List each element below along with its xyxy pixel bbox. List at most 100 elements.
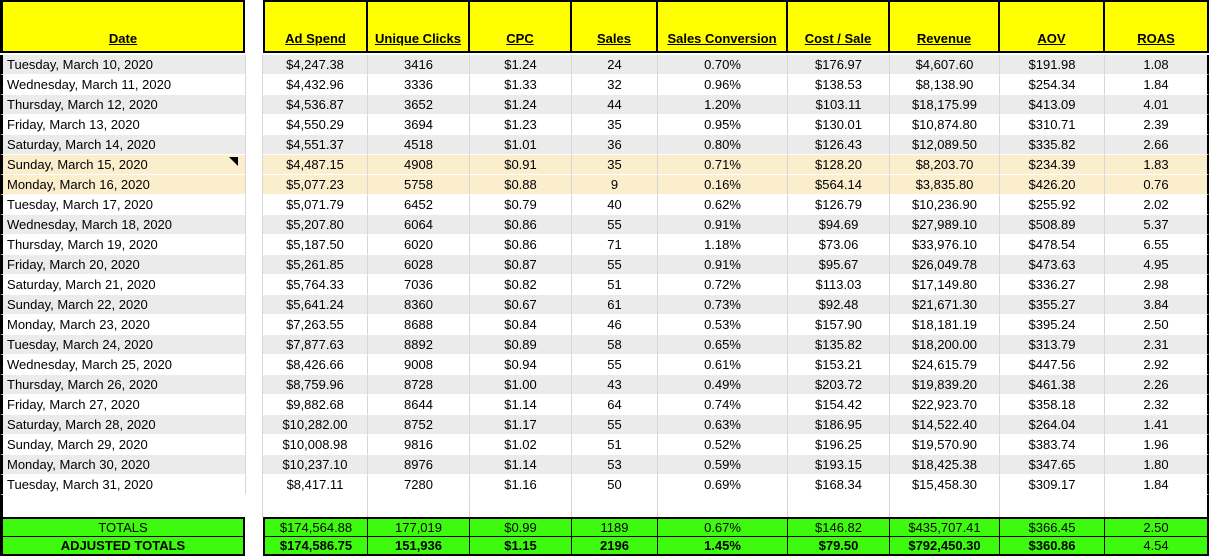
aov-cell[interactable]: $335.82 bbox=[1000, 135, 1105, 155]
aov-cell[interactable]: $447.56 bbox=[1000, 355, 1105, 375]
sales-cell[interactable]: 64 bbox=[572, 395, 658, 415]
ad_spend-cell[interactable]: $5,261.85 bbox=[263, 255, 368, 275]
roas-cell[interactable]: 2.66 bbox=[1105, 135, 1209, 155]
date-cell[interactable]: Saturday, March 21, 2020 bbox=[0, 275, 245, 295]
cost_per_sale-cell[interactable]: $135.82 bbox=[788, 335, 890, 355]
unique_clicks-cell[interactable]: 8644 bbox=[368, 395, 470, 415]
cpc-cell[interactable]: $1.23 bbox=[470, 115, 572, 135]
cpc-cell[interactable]: $0.87 bbox=[470, 255, 572, 275]
ad_spend-cell[interactable]: $10,008.98 bbox=[263, 435, 368, 455]
ad_spend-cell[interactable]: $5,641.24 bbox=[263, 295, 368, 315]
cost_per_sale-cell[interactable]: $73.06 bbox=[788, 235, 890, 255]
date-cell[interactable]: Tuesday, March 17, 2020 bbox=[0, 195, 245, 215]
unique_clicks-cell[interactable]: 3694 bbox=[368, 115, 470, 135]
aov-cell[interactable]: $478.54 bbox=[1000, 235, 1105, 255]
sales_conversion-cell[interactable]: 0.16% bbox=[658, 175, 788, 195]
sales_conversion-cell[interactable]: 0.59% bbox=[658, 455, 788, 475]
ad_spend-cell[interactable]: $4,432.96 bbox=[263, 75, 368, 95]
unique_clicks-cell[interactable]: 4518 bbox=[368, 135, 470, 155]
date-cell[interactable]: Tuesday, March 10, 2020 bbox=[0, 55, 245, 75]
cost_per_sale-cell[interactable]: $186.95 bbox=[788, 415, 890, 435]
ad_spend-cell[interactable]: $8,417.11 bbox=[263, 475, 368, 495]
column-header-date[interactable]: Date bbox=[0, 0, 245, 53]
date-cell[interactable]: Thursday, March 26, 2020 bbox=[0, 375, 245, 395]
column-header-sales_conversion[interactable]: Sales Conversion bbox=[658, 0, 788, 53]
roas-cell[interactable]: 1.41 bbox=[1105, 415, 1209, 435]
unique_clicks-cell[interactable]: 6020 bbox=[368, 235, 470, 255]
date-cell[interactable]: Saturday, March 14, 2020 bbox=[0, 135, 245, 155]
date-cell[interactable]: Saturday, March 28, 2020 bbox=[0, 415, 245, 435]
date-cell[interactable]: Friday, March 20, 2020 bbox=[0, 255, 245, 275]
aov-cell[interactable]: $336.27 bbox=[1000, 275, 1105, 295]
revenue-cell[interactable]: $10,236.90 bbox=[890, 195, 1000, 215]
unique_clicks-cell[interactable]: 3416 bbox=[368, 55, 470, 75]
date-cell[interactable]: Monday, March 30, 2020 bbox=[0, 455, 245, 475]
cpc-cell[interactable]: $0.89 bbox=[470, 335, 572, 355]
cpc-cell[interactable]: $0.86 bbox=[470, 235, 572, 255]
date-cell[interactable]: Thursday, March 19, 2020 bbox=[0, 235, 245, 255]
ad_spend-total-cell[interactable]: $174,564.88 bbox=[263, 517, 368, 537]
revenue-cell[interactable]: $10,874.80 bbox=[890, 115, 1000, 135]
unique_clicks-cell[interactable]: 8976 bbox=[368, 455, 470, 475]
column-header-ad_spend[interactable]: Ad Spend bbox=[263, 0, 368, 53]
roas-total-cell[interactable]: 2.50 bbox=[1105, 517, 1209, 537]
aov-cell[interactable]: $234.39 bbox=[1000, 155, 1105, 175]
ad_spend-cell[interactable]: $5,764.33 bbox=[263, 275, 368, 295]
cpc-cell[interactable]: $1.14 bbox=[470, 455, 572, 475]
cost_per_sale-cell[interactable]: $157.90 bbox=[788, 315, 890, 335]
cost_per_sale-total-cell[interactable]: $146.82 bbox=[788, 517, 890, 537]
aov-cell[interactable]: $309.17 bbox=[1000, 475, 1105, 495]
ad_spend-cell[interactable]: $4,551.37 bbox=[263, 135, 368, 155]
sales-cell[interactable]: 40 bbox=[572, 195, 658, 215]
revenue-cell[interactable]: $18,181.19 bbox=[890, 315, 1000, 335]
unique_clicks-cell[interactable]: 6028 bbox=[368, 255, 470, 275]
revenue-cell[interactable]: $8,138.90 bbox=[890, 75, 1000, 95]
sales_conversion-total-cell[interactable]: 0.67% bbox=[658, 517, 788, 537]
sales_conversion-total-cell[interactable]: 1.45% bbox=[658, 537, 788, 556]
sales-cell[interactable]: 61 bbox=[572, 295, 658, 315]
column-header-cpc[interactable]: CPC bbox=[470, 0, 572, 53]
sales_conversion-cell[interactable]: 0.53% bbox=[658, 315, 788, 335]
aov-cell[interactable]: $426.20 bbox=[1000, 175, 1105, 195]
unique_clicks-cell[interactable]: 7036 bbox=[368, 275, 470, 295]
sales-cell[interactable]: 24 bbox=[572, 55, 658, 75]
roas-cell[interactable]: 0.76 bbox=[1105, 175, 1209, 195]
sales-cell[interactable]: 46 bbox=[572, 315, 658, 335]
ad_spend-cell[interactable]: $10,237.10 bbox=[263, 455, 368, 475]
roas-cell[interactable]: 2.50 bbox=[1105, 315, 1209, 335]
sales_conversion-cell[interactable]: 1.18% bbox=[658, 235, 788, 255]
aov-cell[interactable]: $313.79 bbox=[1000, 335, 1105, 355]
sales-total-cell[interactable]: 1189 bbox=[572, 517, 658, 537]
cost_per_sale-cell[interactable]: $128.20 bbox=[788, 155, 890, 175]
revenue-cell[interactable]: $19,570.90 bbox=[890, 435, 1000, 455]
date-cell[interactable]: Wednesday, March 18, 2020 bbox=[0, 215, 245, 235]
revenue-cell[interactable]: $15,458.30 bbox=[890, 475, 1000, 495]
date-cell[interactable]: Wednesday, March 25, 2020 bbox=[0, 355, 245, 375]
roas-cell[interactable]: 4.95 bbox=[1105, 255, 1209, 275]
sales_conversion-cell[interactable]: 0.63% bbox=[658, 415, 788, 435]
adjusted-totals-label[interactable]: ADJUSTED TOTALS bbox=[0, 537, 245, 556]
cost_per_sale-cell[interactable]: $203.72 bbox=[788, 375, 890, 395]
sales_conversion-cell[interactable]: 0.80% bbox=[658, 135, 788, 155]
roas-cell[interactable]: 2.39 bbox=[1105, 115, 1209, 135]
cost_per_sale-cell[interactable]: $95.67 bbox=[788, 255, 890, 275]
roas-cell[interactable]: 2.31 bbox=[1105, 335, 1209, 355]
cpc-cell[interactable]: $1.33 bbox=[470, 75, 572, 95]
ad_spend-cell[interactable]: $5,077.23 bbox=[263, 175, 368, 195]
unique_clicks-cell[interactable]: 8892 bbox=[368, 335, 470, 355]
aov-cell[interactable]: $413.09 bbox=[1000, 95, 1105, 115]
unique_clicks-cell[interactable]: 4908 bbox=[368, 155, 470, 175]
cost_per_sale-cell[interactable]: $154.42 bbox=[788, 395, 890, 415]
sales-cell[interactable]: 55 bbox=[572, 255, 658, 275]
roas-cell[interactable]: 2.98 bbox=[1105, 275, 1209, 295]
roas-cell[interactable]: 4.01 bbox=[1105, 95, 1209, 115]
revenue-cell[interactable]: $19,839.20 bbox=[890, 375, 1000, 395]
aov-total-cell[interactable]: $366.45 bbox=[1000, 517, 1105, 537]
sales_conversion-cell[interactable]: 0.52% bbox=[658, 435, 788, 455]
sales-cell[interactable]: 35 bbox=[572, 155, 658, 175]
aov-cell[interactable]: $383.74 bbox=[1000, 435, 1105, 455]
cpc-cell[interactable]: $0.84 bbox=[470, 315, 572, 335]
roas-cell[interactable]: 2.02 bbox=[1105, 195, 1209, 215]
roas-total-cell[interactable]: 4.54 bbox=[1105, 537, 1209, 556]
date-cell[interactable]: Tuesday, March 31, 2020 bbox=[0, 475, 245, 495]
